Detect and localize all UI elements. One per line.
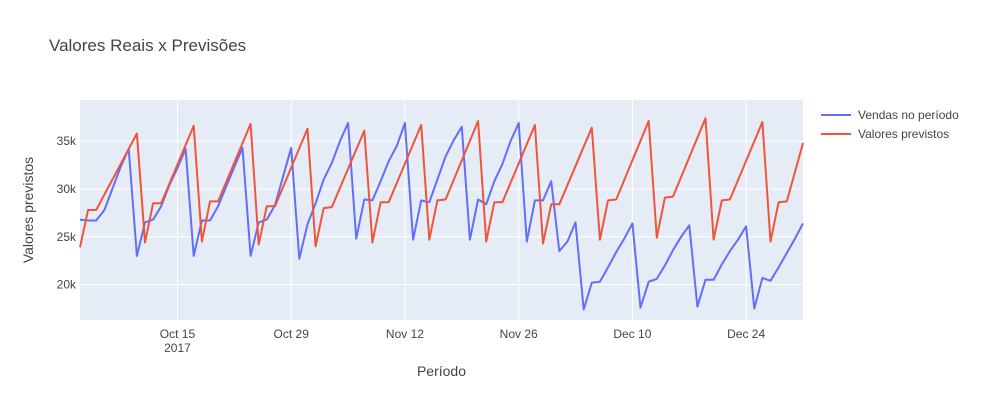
- x-tick-label: Nov 26: [500, 327, 538, 341]
- legend-label-previstos[interactable]: Valores previstos: [858, 127, 949, 141]
- legend-label-vendas[interactable]: Vendas no período: [858, 108, 959, 122]
- series-line-vendas[interactable]: [79, 122, 804, 311]
- y-tick-label: 30k: [57, 182, 77, 196]
- y-tick-label: 20k: [57, 278, 77, 292]
- x-tick-year-label: 2017: [164, 341, 191, 355]
- x-tick-label: Oct 29: [274, 327, 310, 341]
- x-tick-label: Dec 24: [727, 327, 765, 341]
- legend[interactable]: Vendas no período Valores previstos: [821, 108, 959, 141]
- x-tick-label: Nov 12: [386, 327, 424, 341]
- x-tick-label: Oct 15: [160, 327, 196, 341]
- y-axis-title: Valores previstos: [20, 157, 36, 263]
- y-tick-label: 25k: [57, 230, 77, 244]
- series-line-previstos[interactable]: [79, 117, 804, 248]
- chart-title: Valores Reais x Previsões: [49, 36, 246, 55]
- series-layer: [79, 117, 804, 311]
- gridlines: [80, 100, 803, 320]
- y-tick-label: 35k: [57, 134, 77, 148]
- x-tick-label: Dec 10: [613, 327, 651, 341]
- x-axis-title: Período: [417, 363, 466, 379]
